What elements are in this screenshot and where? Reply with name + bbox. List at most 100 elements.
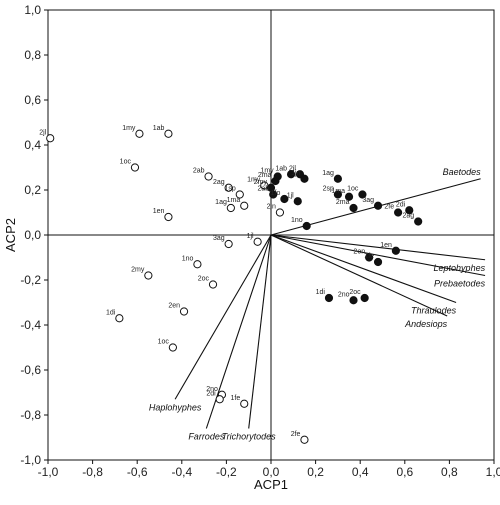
point-label: 3ag	[362, 197, 374, 204]
point-label: 2ab	[258, 186, 270, 193]
filled-point	[333, 190, 342, 199]
point-label: 1fe	[231, 395, 241, 402]
open-point	[253, 237, 262, 246]
y-tick-label: 0,6	[24, 93, 41, 107]
filled-point	[373, 201, 383, 210]
filled-point	[271, 176, 280, 186]
y-tick-label: 0,8	[24, 48, 41, 62]
x-tick-label: 0,4	[352, 465, 369, 479]
y-tick-label: -0,4	[20, 318, 41, 332]
filled-point	[293, 197, 302, 206]
filled-point	[405, 206, 414, 215]
point-label: 2jl	[39, 129, 46, 136]
open-point	[130, 163, 140, 172]
point-label: 2en	[353, 249, 365, 256]
filled-point	[333, 174, 342, 183]
point-label: 1en	[380, 242, 392, 249]
filled-point	[373, 257, 383, 267]
y-tick-label: -0,6	[20, 363, 41, 377]
point-label: 1oc	[158, 339, 170, 346]
y-tick-label: 1,0	[24, 3, 41, 17]
axes-layer: -1,0 -0,8 -0,6 -0,4 -0,2 0,0 0,2 0,4 0,6 0,8 1,0 1,…	[20, 3, 500, 479]
vector-label: Andesiops	[404, 319, 448, 329]
point-label: 2oc	[349, 289, 361, 296]
x-tick-label: 1,0	[486, 465, 500, 479]
point-label: 3ag	[213, 235, 225, 242]
filled-point	[358, 190, 367, 199]
point-label: 1ag	[215, 199, 227, 206]
point-label: 2sp	[323, 186, 334, 193]
point-label: 1no	[182, 255, 194, 262]
vector-label: Prebaetodes	[434, 279, 486, 289]
point-label: 1ma	[227, 197, 241, 204]
open-point	[168, 343, 177, 352]
open-point	[275, 208, 285, 217]
point-label: 2no	[206, 386, 218, 393]
vector-line	[270, 234, 486, 277]
filled-point	[344, 192, 354, 201]
open-point	[144, 271, 153, 280]
x-tick-label: 0,8	[441, 465, 458, 479]
open-point	[224, 183, 233, 192]
vectors-layer: Baetodes Leptohyphes Prebaetodes Thraulodes…	[149, 167, 486, 442]
point-label: 1jl	[247, 233, 254, 240]
point-label: 1jl	[287, 192, 294, 199]
vector-label: Leptohyphes	[434, 263, 486, 273]
point-label: 2di	[396, 201, 406, 208]
open-point	[193, 260, 202, 269]
x-tick-label: -0,4	[171, 465, 192, 479]
y-tick-label: 0,0	[24, 228, 41, 242]
point-label: 1my	[247, 177, 261, 184]
point-label: 2ag	[213, 179, 225, 186]
filled-point	[394, 208, 403, 217]
vector-label: Haplohyphes	[149, 402, 202, 412]
point-label: 2no	[338, 291, 350, 298]
open-point	[240, 399, 249, 408]
point-label: 1ab	[275, 165, 287, 172]
filled-point	[280, 194, 289, 204]
point-label: 1oc	[120, 159, 132, 166]
x-axis-title: ACP1	[254, 477, 288, 492]
point-label: 1oc	[347, 186, 359, 193]
vector-line	[270, 234, 486, 261]
point-label: 1en	[153, 208, 165, 215]
open-point	[179, 307, 189, 316]
vector-line	[270, 234, 457, 304]
y-tick-label: 0,2	[24, 183, 41, 197]
x-tick-label: 0,2	[307, 465, 324, 479]
open-point	[115, 314, 124, 323]
open-point	[46, 134, 55, 143]
point-label: 1di	[316, 289, 326, 296]
open-point	[300, 435, 309, 444]
point-label: 2fe	[384, 204, 394, 211]
filled-point	[360, 293, 369, 303]
point-label: 1fe	[364, 253, 374, 260]
open-point	[224, 239, 233, 249]
open-point	[226, 203, 235, 213]
y-tick-label: -1,0	[20, 453, 41, 467]
point-label: 2en	[168, 303, 180, 310]
open-point	[204, 172, 213, 181]
x-tick-label: 0,6	[396, 465, 413, 479]
filled-point	[391, 246, 400, 255]
point-label: 1my	[260, 168, 274, 175]
filled-point	[365, 253, 374, 262]
filled-point	[302, 221, 311, 231]
x-tick-label: 0,0	[263, 465, 280, 479]
point-label: 2ma	[336, 199, 350, 206]
open-point	[235, 190, 244, 199]
filled-point	[349, 296, 358, 305]
filled-point	[324, 293, 334, 303]
point-label: 1sp	[224, 186, 235, 193]
vector-label: Thraulodes	[411, 306, 457, 316]
vector-line	[248, 234, 272, 429]
point-label: 2ma	[258, 172, 272, 179]
vector-label: Baetodes	[443, 167, 482, 177]
point-label: 1ma	[331, 188, 345, 195]
vector-label: Trichorytodes	[222, 432, 276, 442]
open-point	[135, 129, 144, 138]
point-label: 2fe	[291, 431, 301, 438]
point-label: 2oc	[198, 276, 210, 283]
